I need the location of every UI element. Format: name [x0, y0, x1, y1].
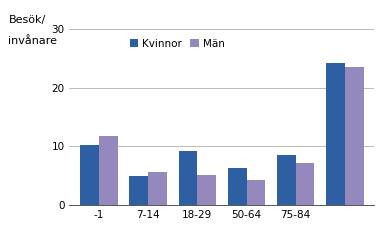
Bar — [326, 63, 345, 205]
Bar — [148, 172, 167, 205]
Bar — [80, 145, 99, 205]
Legend: Kvinnor, Män: Kvinnor, Män — [127, 36, 228, 52]
Text: invånare: invånare — [8, 36, 58, 46]
Text: Besök/: Besök/ — [8, 15, 46, 25]
Bar — [345, 67, 364, 205]
Bar — [228, 168, 247, 205]
Bar — [277, 155, 296, 205]
Bar — [129, 175, 148, 205]
Bar — [296, 163, 315, 205]
Bar — [247, 180, 265, 205]
Bar — [99, 136, 118, 205]
Bar — [197, 175, 216, 205]
Bar — [179, 151, 197, 205]
